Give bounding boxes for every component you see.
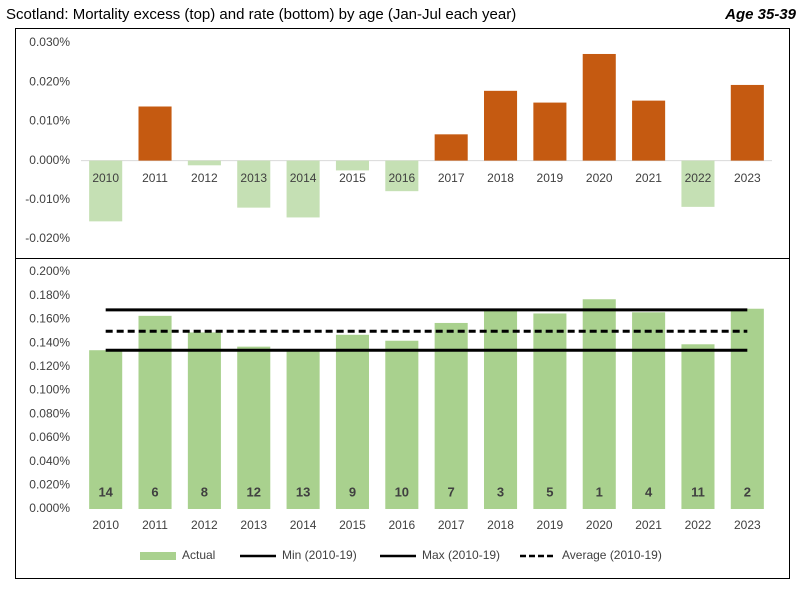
x-tick-label: 2012 — [191, 171, 218, 185]
y-tick-label: -0.010% — [25, 192, 70, 206]
x-tick-label: 2013 — [240, 518, 267, 532]
bar — [632, 100, 666, 161]
bar — [681, 160, 715, 207]
x-tick-label: 2017 — [438, 518, 465, 532]
bar-label: 3 — [497, 484, 504, 499]
legend-label: Max (2010-19) — [422, 548, 500, 562]
bar-label: 11 — [691, 484, 705, 499]
x-tick-label: 2014 — [290, 518, 317, 532]
bar — [187, 332, 221, 509]
y-tick-label: 0.040% — [29, 454, 70, 468]
bar — [138, 315, 172, 509]
legend-label: Min (2010-19) — [282, 548, 357, 562]
x-tick-label: 2011 — [142, 518, 168, 532]
y-tick-label: 0.000% — [29, 501, 70, 515]
bar — [434, 134, 468, 161]
bar — [533, 313, 567, 509]
bar — [385, 340, 419, 509]
x-tick-label: 2011 — [142, 171, 168, 185]
bar — [138, 106, 172, 161]
x-tick-label: 2010 — [92, 171, 119, 185]
bar — [681, 344, 715, 509]
bar-label: 6 — [151, 484, 158, 499]
bar-label: 12 — [247, 484, 261, 499]
bar — [335, 334, 369, 509]
x-tick-label: 2018 — [487, 171, 514, 185]
y-tick-label: 0.140% — [29, 335, 70, 349]
x-tick-label: 2020 — [586, 171, 613, 185]
x-tick-label: 2019 — [537, 518, 564, 532]
bar-label: 14 — [98, 484, 113, 499]
y-tick-label: 0.000% — [29, 153, 70, 167]
bar — [385, 160, 419, 192]
page-title: Scotland: Mortality excess (top) and rat… — [6, 6, 516, 23]
x-tick-label: 2014 — [290, 171, 317, 185]
y-tick-label: 0.030% — [29, 35, 70, 49]
y-tick-label: 0.200% — [29, 264, 70, 278]
bar — [632, 312, 666, 509]
x-tick-label: 2018 — [487, 518, 514, 532]
x-tick-label: 2012 — [191, 518, 218, 532]
bar — [187, 160, 221, 166]
x-tick-label: 2021 — [635, 518, 662, 532]
bar-label: 9 — [349, 484, 356, 499]
x-tick-label: 2016 — [388, 171, 415, 185]
y-tick-label: 0.020% — [29, 74, 70, 88]
bar — [89, 160, 123, 222]
bar-label: 1 — [596, 484, 603, 499]
x-tick-label: 2022 — [685, 518, 712, 532]
panel-tag: Age 35-39 — [724, 6, 797, 23]
bar — [286, 160, 320, 218]
x-tick-label: 2022 — [685, 171, 712, 185]
x-tick-label: 2020 — [586, 518, 613, 532]
x-tick-label: 2013 — [240, 171, 267, 185]
x-tick-label: 2019 — [537, 171, 564, 185]
x-tick-label: 2021 — [635, 171, 662, 185]
bar — [484, 309, 518, 509]
bar — [484, 90, 518, 161]
bar — [434, 322, 468, 509]
bar — [533, 102, 567, 161]
y-tick-label: 0.060% — [29, 430, 70, 444]
y-tick-label: 0.020% — [29, 477, 70, 491]
bar-label: 10 — [395, 484, 409, 499]
x-tick-label: 2023 — [734, 171, 761, 185]
x-tick-label: 2015 — [339, 171, 366, 185]
x-tick-label: 2023 — [734, 518, 761, 532]
legend-swatch — [140, 552, 176, 560]
bar — [286, 350, 320, 509]
bar-label: 2 — [744, 484, 751, 499]
x-tick-label: 2010 — [92, 518, 119, 532]
legend-label: Average (2010-19) — [562, 548, 662, 562]
x-tick-label: 2016 — [388, 518, 415, 532]
y-tick-label: 0.180% — [29, 288, 70, 302]
legend-label: Actual — [182, 548, 215, 562]
y-tick-label: 0.120% — [29, 359, 70, 373]
x-tick-label: 2017 — [438, 171, 465, 185]
bar — [582, 53, 616, 161]
bar — [582, 299, 616, 509]
bar-label: 8 — [201, 484, 208, 499]
y-tick-label: 0.080% — [29, 406, 70, 420]
bottom-panel-frame — [15, 258, 790, 579]
bar-label: 7 — [448, 484, 455, 499]
y-tick-label: 0.160% — [29, 312, 70, 326]
bar — [89, 350, 123, 509]
bar-label: 13 — [296, 484, 310, 499]
bar — [237, 160, 271, 208]
bar — [335, 160, 369, 171]
bar — [237, 346, 271, 509]
y-tick-label: 0.100% — [29, 383, 70, 397]
y-tick-label: 0.010% — [29, 114, 70, 128]
bar — [730, 308, 764, 509]
y-tick-label: -0.020% — [25, 231, 70, 245]
x-tick-label: 2015 — [339, 518, 366, 532]
bar — [730, 84, 764, 161]
bar-label: 5 — [546, 484, 553, 499]
bar-label: 4 — [645, 484, 653, 499]
